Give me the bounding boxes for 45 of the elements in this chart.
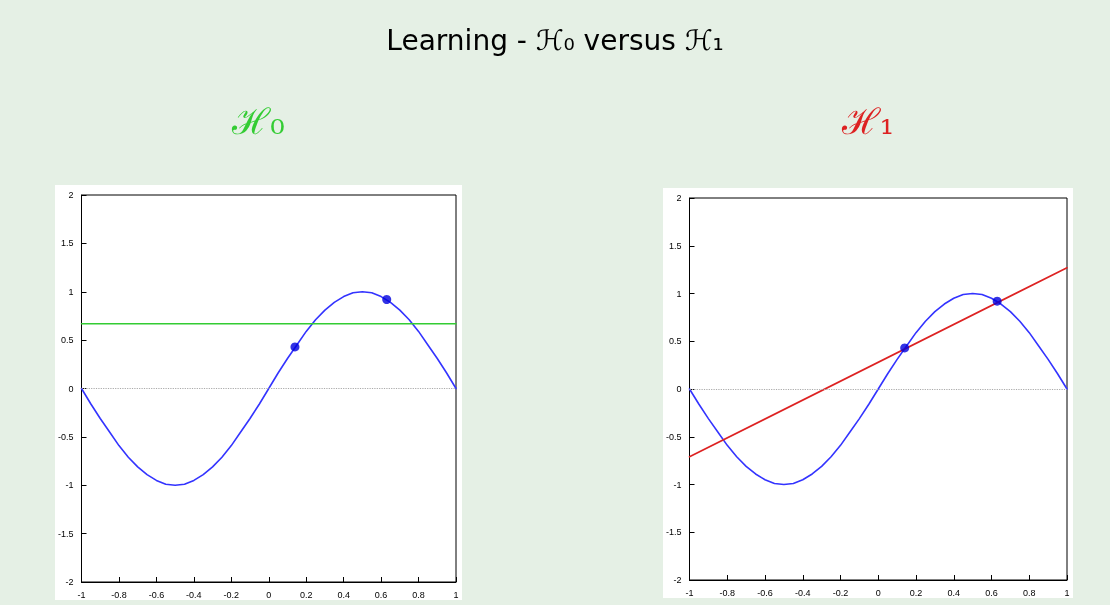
chart-title: ℋ₁ bbox=[840, 100, 896, 144]
y-tick-label: 0 bbox=[676, 384, 682, 394]
y-tick-label: -1 bbox=[65, 480, 74, 491]
text: Learning - ℋ₀ versus ℋ₁ bbox=[385, 24, 725, 57]
y-tick-label: 2 bbox=[676, 193, 682, 203]
x-tick-label: 0 bbox=[266, 589, 272, 600]
x-tick-label: -0.6 bbox=[757, 587, 773, 598]
y-tick-label: -2 bbox=[673, 575, 682, 585]
y-tick-label: 1 bbox=[676, 288, 682, 299]
x-tick-label: -0.4 bbox=[795, 587, 811, 598]
x-tick-label: -1 bbox=[77, 589, 86, 600]
y-tick-label: -2 bbox=[65, 577, 74, 587]
chart-title: ℋ₀ bbox=[231, 100, 286, 144]
x-tick-label: 0 bbox=[875, 587, 881, 598]
y-tick-label: 0.5 bbox=[60, 335, 74, 346]
y-tick-label: -1.5 bbox=[57, 528, 74, 539]
x-tick-label: 1 bbox=[453, 589, 459, 600]
x-tick-label: 0.6 bbox=[374, 589, 388, 600]
y-tick-label: 1 bbox=[68, 286, 74, 297]
y-tick-label: 0.5 bbox=[668, 336, 682, 347]
x-tick-label: 0.8 bbox=[1022, 587, 1036, 598]
y-tick-label: -0.5 bbox=[665, 431, 682, 442]
x-tick-label: -0.8 bbox=[719, 587, 736, 598]
x-tick-label: -0.2 bbox=[223, 589, 240, 600]
line-series bbox=[80, 290, 457, 487]
x-tick-label: 0.6 bbox=[985, 587, 998, 598]
x-tick-label: 0.2 bbox=[909, 587, 923, 598]
y-tick-label: 2 bbox=[68, 190, 74, 200]
x-tick-label: 0.8 bbox=[412, 589, 425, 600]
y-tick-label: -0.5 bbox=[57, 431, 74, 442]
x-tick-label: -0.6 bbox=[148, 589, 165, 600]
x-tick-label: 0.4 bbox=[947, 587, 961, 598]
y-tick-label: 0 bbox=[68, 383, 74, 394]
y-tick-label: 1.5 bbox=[60, 238, 74, 249]
x-tick-label: -0.8 bbox=[111, 589, 127, 600]
y-tick-label: -1 bbox=[673, 479, 682, 490]
line-series bbox=[688, 292, 1068, 486]
x-tick-label: -0.2 bbox=[832, 587, 849, 598]
x-tick-label: 0.4 bbox=[337, 589, 350, 600]
x-tick-label: -0.4 bbox=[186, 589, 202, 600]
x-tick-label: 1 bbox=[1064, 587, 1070, 598]
x-tick-label: 0.2 bbox=[299, 589, 313, 600]
y-tick-label: -1.5 bbox=[665, 527, 682, 538]
x-tick-label: -1 bbox=[685, 587, 694, 598]
y-tick-label: 1.5 bbox=[668, 240, 682, 251]
